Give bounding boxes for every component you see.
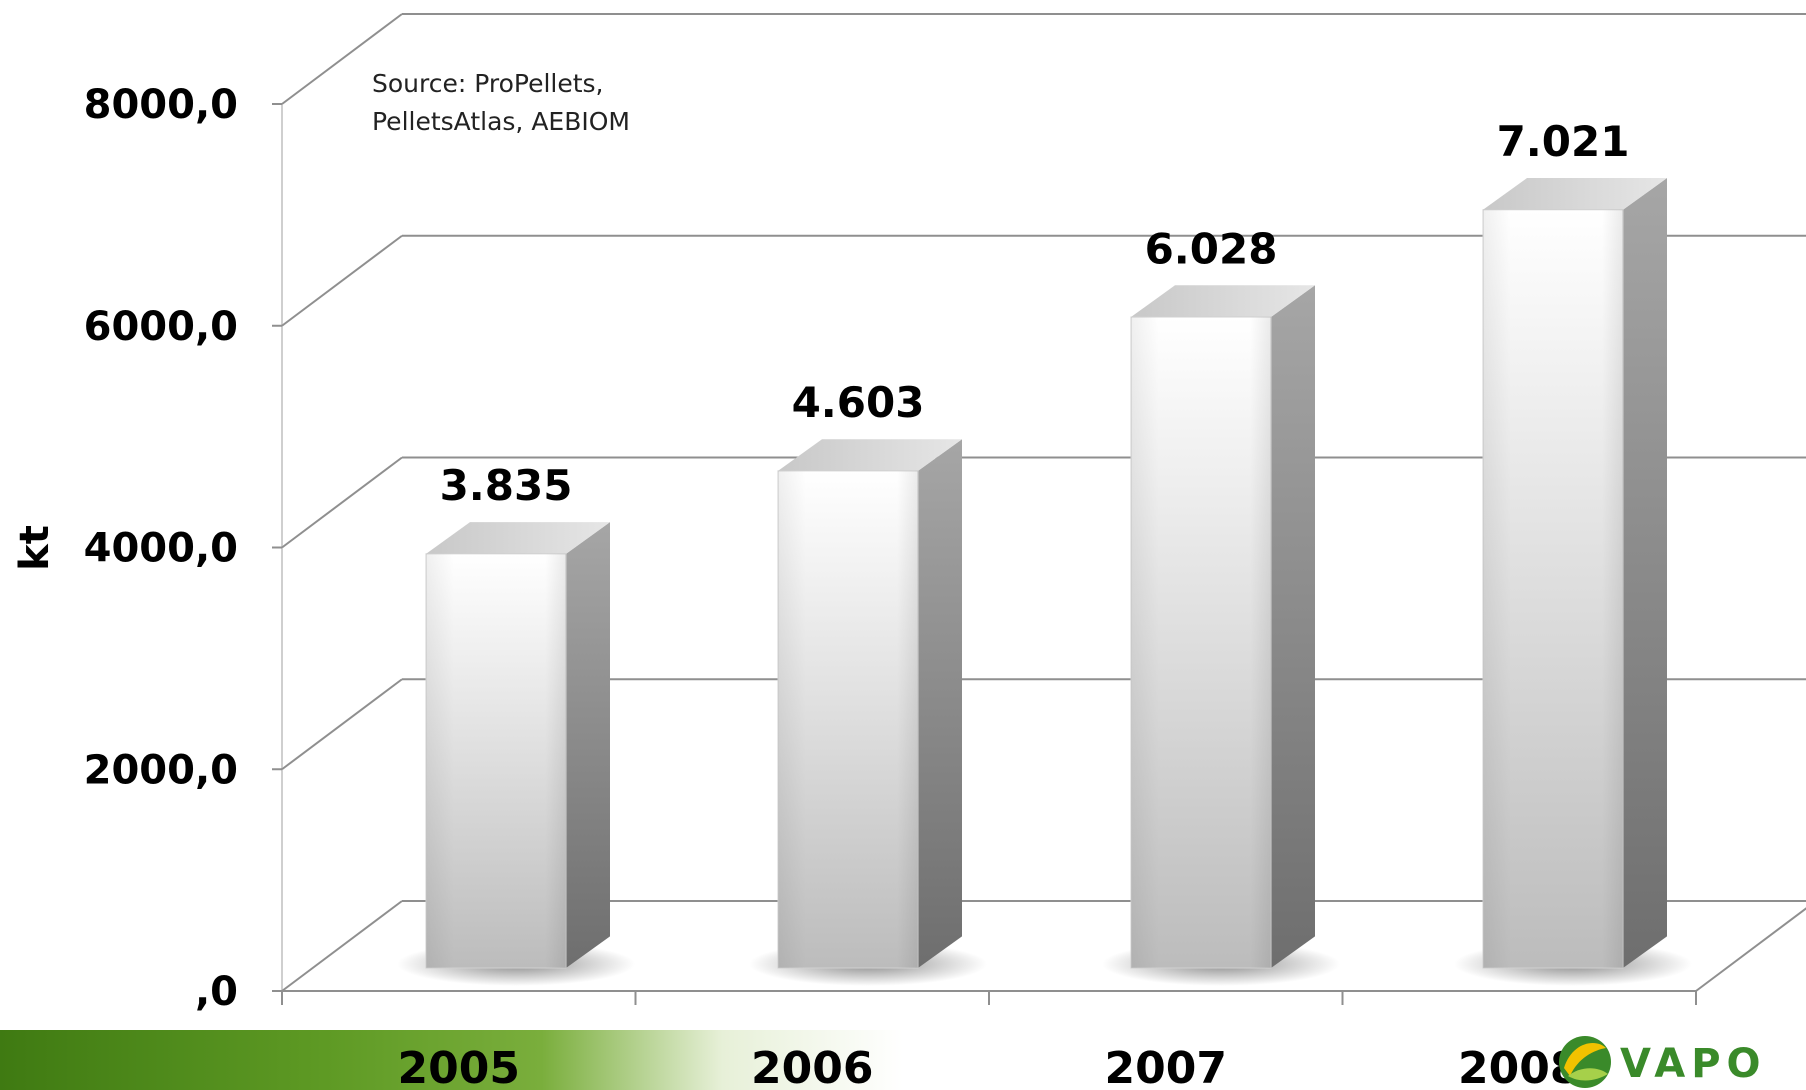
bar-top [778,439,962,471]
y-tick-label: 4000,0 [84,526,238,572]
bar-front-shade [778,470,918,968]
source-line-1: Source: ProPellets, [372,69,604,98]
source-annotation: Source: ProPellets, PelletsAtlas, AEBIOM [372,69,630,136]
floor-right-edge [1695,907,1806,992]
data-label: 6.028 [1145,224,1278,273]
bar-side [1623,178,1667,968]
bar-top [426,522,610,554]
y-tick-label: 2000,0 [84,747,238,793]
bar-top [1131,285,1315,317]
data-label: 7.021 [1497,117,1630,166]
gridline-side [281,900,403,992]
gridline-side [281,234,403,327]
bar-front-shade [426,553,566,968]
x-tick-label: 2007 [1105,1043,1227,1090]
x-tick-label: 2006 [751,1043,873,1090]
gridline-side [281,456,403,549]
bar-front-shade [1131,316,1271,968]
bar-layer [397,178,1692,986]
vapo-logo-text: VAPO [1620,1041,1767,1087]
data-label: 4.603 [792,378,925,427]
y-axis-title: kt [12,525,58,571]
y-tick-label: ,0 [195,969,238,1015]
bar-2007 [1102,285,1340,986]
footer-band [0,1030,1806,1090]
bar-front-shade [1483,209,1623,968]
bar-2008 [1454,178,1692,986]
vapo-logo: VAPO [1559,1036,1767,1088]
gridline-side [281,13,403,105]
bar-side [1271,285,1315,968]
y-tick-label: 8000,0 [84,82,238,128]
bar-2005 [397,522,635,986]
data-label: 3.835 [440,461,573,510]
leaf-icon [1559,1036,1611,1088]
label-layer: ,0 2000,0 4000,0 6000,0 8000,0 3.835 2005 4.603… [84,82,1630,1090]
source-line-2: PelletsAtlas, AEBIOM [372,107,630,136]
bar-side [566,522,610,968]
gridline-side [281,678,403,771]
bar-side [918,439,962,968]
x-tick-label: 2005 [398,1043,520,1090]
bar-2006 [749,439,987,986]
bar-top [1483,178,1667,210]
y-tick-label: 6000,0 [84,304,238,350]
